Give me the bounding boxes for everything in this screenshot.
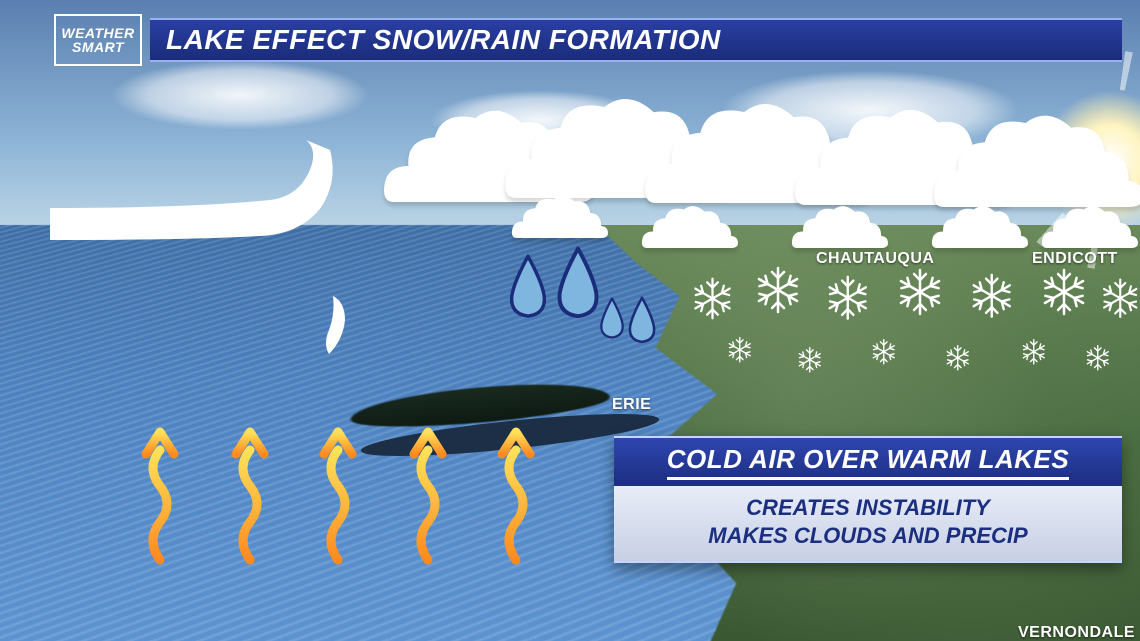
label-vernondale: VERNONDALE	[1018, 624, 1135, 641]
snowflake-icon	[726, 336, 754, 364]
info-title-row: COLD AIR OVER WARM LAKES	[614, 436, 1122, 486]
info-line-1: CREATES INSTABILITY	[624, 494, 1112, 522]
cloud-icon	[1041, 204, 1140, 254]
wind-arrow-icon	[40, 140, 340, 280]
cloud-icon	[931, 204, 1030, 254]
cloud-icon	[932, 111, 1140, 219]
label-endicott: ENDICOTT	[1032, 250, 1118, 268]
raindrop-icon	[505, 254, 551, 318]
wind-wisp-icon	[315, 296, 355, 356]
snowflake-icon	[1039, 267, 1089, 317]
snowflake-icon	[753, 265, 803, 315]
snowflake-icon	[895, 267, 945, 317]
snowflake-icon	[1084, 344, 1112, 372]
snowflake-icon	[870, 338, 898, 366]
raindrop-icon	[597, 297, 627, 339]
cloud-icon	[791, 204, 890, 254]
heat-arrow-icon	[404, 410, 452, 570]
info-body-row: CREATES INSTABILITY MAKES CLOUDS AND PRE…	[614, 486, 1122, 563]
weather-graphic: WEATHER SMART LAKE EFFECT SNOW/RAIN FORM…	[0, 0, 1140, 641]
sky-cloud	[110, 60, 370, 130]
weather-smart-badge: WEATHER SMART	[54, 14, 142, 66]
cloud-icon	[511, 194, 610, 244]
snowflake-icon	[944, 344, 972, 372]
cloud-icon	[641, 204, 740, 254]
heat-arrow-icon	[226, 410, 274, 570]
header-title-bar: LAKE EFFECT SNOW/RAIN FORMATION	[150, 18, 1122, 62]
snowflake-icon	[1020, 338, 1048, 366]
snowflake-icon	[1099, 277, 1140, 320]
snowflake-icon	[824, 274, 872, 322]
header-title: LAKE EFFECT SNOW/RAIN FORMATION	[166, 24, 721, 56]
badge-line-1: WEATHER	[61, 26, 134, 40]
badge-line-2: SMART	[72, 40, 124, 54]
info-line-2: MAKES CLOUDS AND PRECIP	[624, 522, 1112, 550]
raindrop-icon	[625, 296, 659, 344]
label-erie: ERIE	[612, 396, 651, 414]
info-box: COLD AIR OVER WARM LAKES CREATES INSTABI…	[614, 436, 1122, 563]
label-chautauqua: CHAUTAUQUA	[816, 250, 934, 268]
snowflake-icon	[690, 276, 735, 321]
snowflake-icon	[796, 346, 824, 374]
snowflake-icon	[968, 272, 1016, 320]
heat-arrow-icon	[136, 410, 184, 570]
info-title: COLD AIR OVER WARM LAKES	[667, 444, 1069, 480]
heat-arrow-icon	[314, 410, 362, 570]
heat-arrow-icon	[492, 410, 540, 570]
